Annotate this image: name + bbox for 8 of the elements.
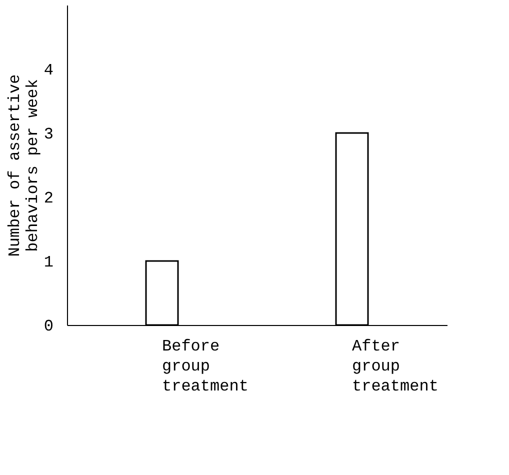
y-tick-label: 2 xyxy=(44,190,54,208)
y-tick-label: 0 xyxy=(44,318,54,336)
y-tick-label: 4 xyxy=(44,62,54,80)
x-tick-label: After group treatment xyxy=(352,338,438,396)
y-tick-label: 1 xyxy=(44,254,54,272)
y-tick-label: 3 xyxy=(44,126,54,144)
y-axis-title: Number of assertive behaviors per week xyxy=(6,74,42,257)
x-tick-label: Before group treatment xyxy=(162,338,248,396)
